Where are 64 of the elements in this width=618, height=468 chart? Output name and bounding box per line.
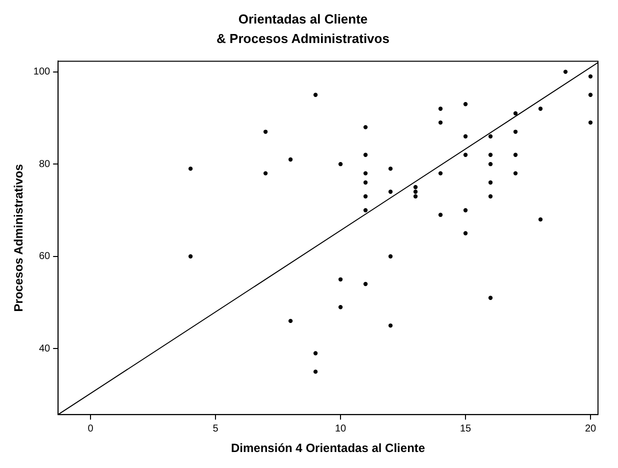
- point: [438, 212, 443, 217]
- point: [463, 102, 468, 106]
- point: [363, 282, 368, 286]
- point: [563, 70, 568, 74]
- point: [463, 231, 468, 236]
- point: [538, 106, 543, 111]
- x-tick-label: 20: [584, 423, 596, 434]
- x-tick-label: 10: [334, 423, 347, 434]
- x-tick-label: 15: [460, 423, 472, 434]
- point: [488, 180, 493, 185]
- point: [188, 254, 193, 258]
- x-tick-label: 5: [212, 423, 219, 434]
- point: [413, 190, 418, 194]
- point: [488, 134, 493, 138]
- point: [438, 120, 443, 125]
- point: [413, 185, 418, 190]
- point: [588, 120, 593, 125]
- point: [513, 152, 518, 157]
- point: [438, 171, 443, 176]
- point: [288, 318, 293, 324]
- point: [313, 351, 318, 356]
- point: [388, 254, 393, 258]
- y-tick-label: 80: [38, 158, 51, 170]
- point: [513, 111, 518, 116]
- point: [263, 130, 268, 134]
- chart-title: Orientadas al Cliente: [238, 11, 368, 26]
- point: [413, 194, 418, 198]
- point: [313, 92, 318, 97]
- point: [363, 194, 368, 198]
- point: [288, 157, 293, 162]
- y-tick-label: 40: [38, 343, 51, 354]
- chart-subtitle: & Procesos Administrativos: [216, 30, 390, 46]
- point: [188, 166, 193, 171]
- point: [588, 92, 593, 97]
- point: [463, 152, 468, 157]
- point: [338, 162, 343, 166]
- point: [488, 296, 493, 300]
- point: [363, 125, 368, 130]
- point: [338, 305, 343, 310]
- point: [388, 190, 393, 194]
- point: [488, 152, 493, 157]
- y-axis-title: Procesos Administrativos: [12, 164, 26, 312]
- point: [488, 162, 493, 166]
- point: [363, 152, 368, 157]
- point: [338, 277, 343, 282]
- point: [438, 106, 443, 111]
- point: [388, 166, 393, 171]
- point: [513, 130, 518, 134]
- point: [313, 370, 318, 374]
- point: [538, 217, 543, 222]
- point: [363, 208, 368, 212]
- point: [513, 171, 518, 176]
- point: [488, 194, 493, 198]
- y-tick-label: 100: [33, 66, 51, 78]
- point: [363, 171, 368, 176]
- point: [363, 180, 368, 185]
- point: [463, 134, 468, 138]
- point: [263, 171, 268, 176]
- point: [388, 323, 393, 328]
- x-axis-title: Dimensión 4 Orientadas al Cliente: [231, 441, 426, 456]
- y-tick-label: 60: [38, 251, 51, 262]
- point: [463, 208, 468, 212]
- point: [588, 74, 593, 79]
- x-tick-label: 0: [88, 423, 94, 434]
